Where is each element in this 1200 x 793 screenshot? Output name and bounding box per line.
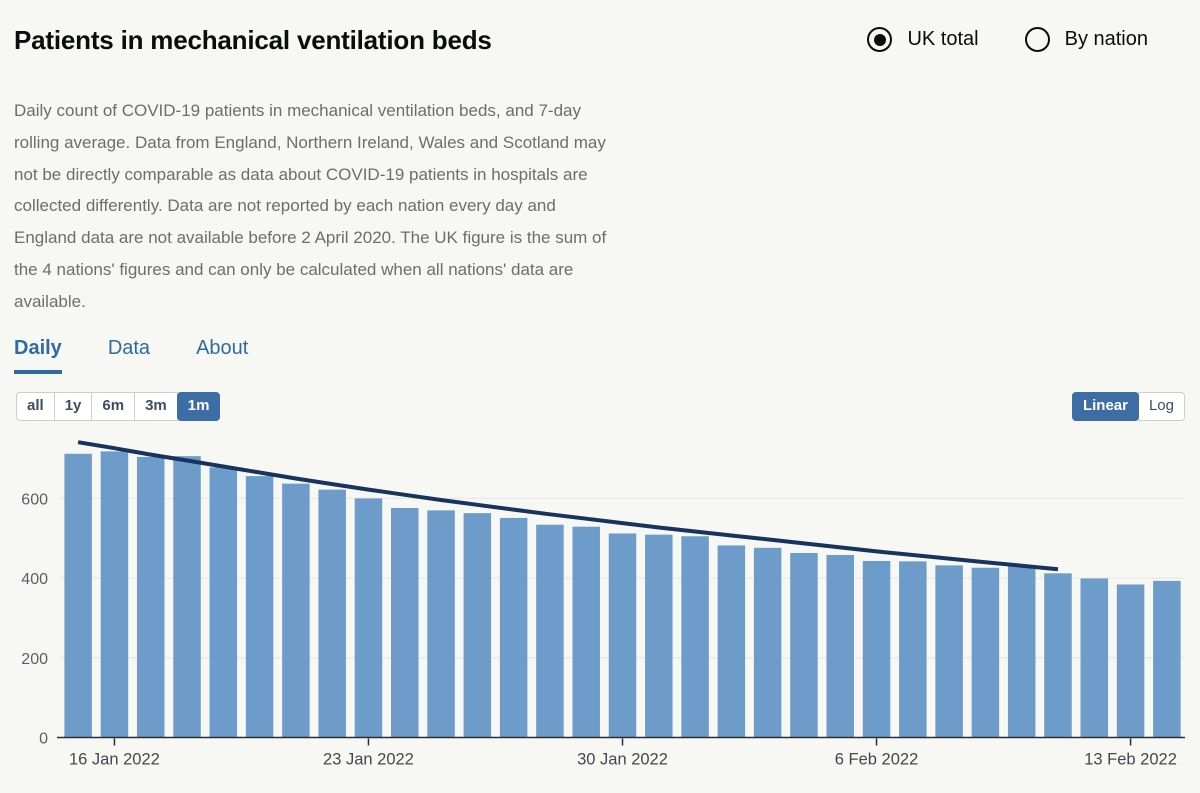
range-button-1y[interactable]: 1y: [53, 392, 93, 421]
y-axis-label: 200: [21, 651, 48, 668]
range-button-6m[interactable]: 6m: [91, 392, 136, 421]
chart-bar[interactable]: [64, 453, 92, 738]
chart-bar[interactable]: [536, 524, 564, 738]
radio-by-nation-label: By nation: [1064, 28, 1148, 50]
chart-bar[interactable]: [935, 565, 963, 738]
scale-button-linear[interactable]: Linear: [1071, 392, 1139, 421]
radio-selected-dot: [873, 33, 886, 46]
radio-button-icon[interactable]: [1024, 27, 1050, 52]
y-axis-label: 600: [21, 491, 48, 508]
x-axis-label: 6 Feb 2022: [835, 751, 918, 769]
chart-bar[interactable]: [463, 513, 492, 738]
chart-bar[interactable]: [899, 561, 927, 738]
chart-bar[interactable]: [608, 533, 637, 738]
chart-bar[interactable]: [499, 517, 528, 738]
x-axis-label: 13 Feb 2022: [1084, 751, 1177, 769]
chart-bar[interactable]: [1116, 584, 1145, 738]
radio-uk-total[interactable]: UK total: [867, 27, 979, 52]
radio-uk-total-label: UK total: [907, 28, 979, 50]
range-button-all[interactable]: all: [16, 392, 55, 421]
tab-bar: Daily Data About: [14, 337, 248, 374]
tab-data[interactable]: Data: [107, 337, 151, 359]
chart-area: 0 200 400 600 16 Jan 2022 23 Jan 2022 30 Jan 2…: [0, 430, 1200, 780]
chart-bar[interactable]: [391, 507, 419, 738]
chart-bar[interactable]: [826, 554, 854, 738]
tab-about[interactable]: About: [196, 337, 249, 359]
scale-button-log[interactable]: Log: [1137, 392, 1185, 421]
chart-bar[interactable]: [717, 545, 746, 738]
chart-bar[interactable]: [753, 547, 782, 738]
radio-button-icon[interactable]: [867, 27, 893, 52]
chart-bar[interactable]: [572, 526, 600, 738]
y-axis-label: 400: [21, 571, 48, 588]
chart-bar[interactable]: [318, 489, 346, 738]
chart-bar[interactable]: [173, 456, 201, 738]
scale-selector: Linear Log: [1071, 392, 1185, 421]
chart-description: Daily count of COVID-19 patients in mech…: [14, 101, 607, 311]
x-axis-label: 16 Jan 2022: [69, 751, 160, 769]
radio-by-nation[interactable]: By nation: [1024, 27, 1148, 52]
chart-bar[interactable]: [209, 467, 238, 738]
chart-bar[interactable]: [136, 456, 165, 738]
uk-total-by-nation-radio-group: UK total By nation: [867, 27, 1148, 52]
chart-bar[interactable]: [1153, 580, 1181, 738]
chart-bar[interactable]: [245, 476, 274, 738]
chart-bar[interactable]: [645, 534, 673, 738]
page-title: Patients in mechanical ventilation beds: [14, 25, 492, 55]
chart-bar[interactable]: [681, 536, 709, 738]
chart-bar[interactable]: [1044, 573, 1072, 738]
tab-daily[interactable]: Daily: [14, 337, 62, 374]
y-axis-label: 0: [39, 731, 48, 748]
chart-bar[interactable]: [971, 567, 1000, 738]
chart-bar[interactable]: [282, 483, 310, 738]
chart-bar[interactable]: [1007, 565, 1036, 738]
rolling-average-line: [77, 440, 1059, 572]
ventilation-beds-chart: 0 200 400 600 16 Jan 2022 23 Jan 2022 30 Jan 2…: [21, 440, 1185, 769]
range-button-1m[interactable]: 1m: [176, 392, 221, 421]
chart-bar[interactable]: [790, 552, 818, 738]
chart-bar[interactable]: [354, 498, 383, 738]
range-button-3m[interactable]: 3m: [134, 392, 178, 421]
x-axis-label: 23 Jan 2022: [323, 751, 414, 769]
chart-bar[interactable]: [1080, 578, 1109, 738]
chart-bar[interactable]: [862, 560, 891, 738]
chart-bar[interactable]: [427, 510, 455, 738]
chart-bar[interactable]: [100, 451, 129, 738]
x-axis-label: 30 Jan 2022: [577, 751, 668, 769]
range-selector: all 1y 6m 3m 1m: [16, 392, 221, 421]
